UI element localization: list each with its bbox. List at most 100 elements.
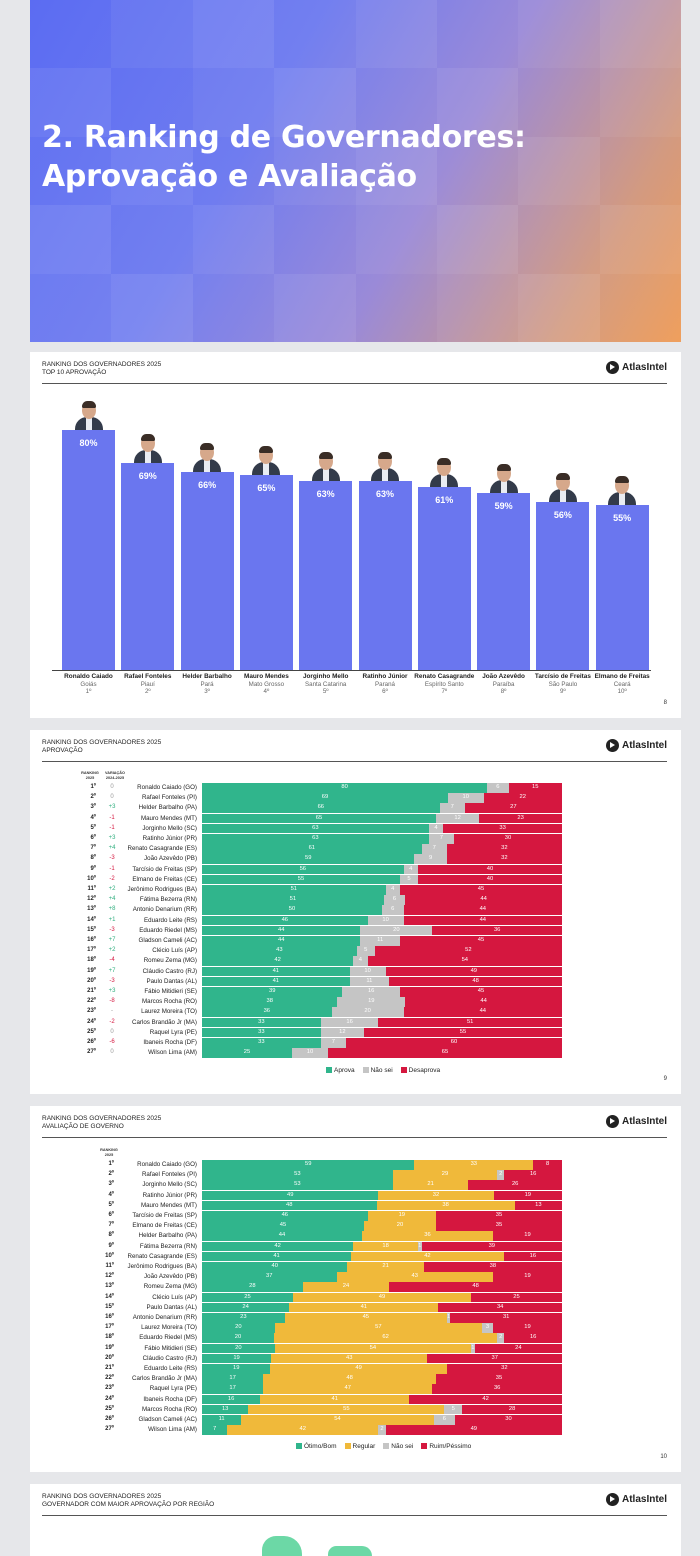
photo-shirt	[204, 459, 211, 472]
governor-state: Espírito Santo	[424, 680, 464, 688]
unknown-segment: 16	[342, 987, 400, 997]
table-row: 18º -4 Romeu Zema (MG) 42 4 54	[30, 956, 681, 966]
unknown-segment: 6	[487, 783, 509, 793]
regular-segment: 41	[289, 1302, 439, 1313]
rank-cell: 15º	[105, 1303, 114, 1310]
regular-segment: 49	[292, 1292, 472, 1303]
column-header-variation: VARIAÇÃO 2024-2025	[105, 771, 125, 780]
governor-name: Marcos Rocha (RO)	[141, 998, 197, 1006]
unknown-segment: 1	[418, 1241, 422, 1252]
table-row: 24º Ibaneis Rocha (DF) 16 41 42	[30, 1394, 681, 1405]
governor-state: Piauí	[140, 680, 155, 688]
variation-cell: -1	[109, 814, 115, 821]
regular-segment: 49	[270, 1364, 447, 1374]
variation-cell: -3	[109, 977, 115, 984]
bad-segment: 28	[462, 1404, 562, 1415]
table-row: 8º Helder Barbalho (PA) 44 36 19	[30, 1231, 681, 1241]
bad-segment: 13	[514, 1200, 562, 1211]
good-segment: 45	[202, 1221, 364, 1231]
unknown-segment: 2	[378, 1425, 386, 1435]
governor-photo	[133, 433, 163, 463]
governor-name: Rafael Fonteles (PI)	[141, 1171, 197, 1179]
variation-cell: +2	[108, 947, 116, 954]
good-segment: 19	[202, 1364, 271, 1374]
bad-segment: 24	[474, 1343, 562, 1354]
photo-hair	[200, 443, 215, 450]
legend-item-bad: Ruim/Péssimo	[421, 1443, 471, 1450]
governor-name: Ratinho Júnior	[362, 673, 408, 680]
hero-tile	[436, 205, 519, 274]
hero-tile	[436, 273, 519, 342]
chart-baseline	[52, 670, 651, 671]
hero-tile	[274, 205, 355, 273]
governor-name: Gladson Cameli (AC)	[138, 937, 197, 944]
rank-cell: 12º	[87, 896, 96, 903]
governor-name: Rafael Fonteles (PI)	[141, 794, 197, 802]
good-segment: 13	[202, 1404, 249, 1415]
bad-segment: 37	[427, 1353, 562, 1364]
governor-state: Pará	[200, 680, 214, 688]
table-row: 7º Elmano de Freitas (CE) 45 20 35	[30, 1221, 681, 1231]
top10-bar: 61%	[417, 487, 471, 670]
governor-name: Ronaldo Caiado	[64, 673, 113, 680]
hero-tile	[599, 68, 681, 137]
top10-bar: 63%	[358, 481, 412, 670]
rank-cell: 26º	[105, 1416, 114, 1422]
disapprove-segment: 44	[405, 895, 562, 905]
regular-segment: 47	[263, 1384, 433, 1394]
rank-cell: 22º	[87, 998, 96, 1005]
rank-cell: 9º	[90, 865, 96, 872]
table-row: 15º Paulo Dantas (AL) 24 41 34	[30, 1302, 681, 1313]
good-segment: 37	[202, 1272, 337, 1282]
bar-value-label: 61%	[435, 495, 454, 505]
approve-segment: 80	[202, 783, 488, 793]
unknown-segment: 3	[482, 1323, 493, 1333]
governor-name: Wilson Lima (AM)	[148, 1426, 197, 1434]
atlasintel-logo: AtlasIntel	[605, 361, 667, 374]
hero-tile	[192, 68, 275, 137]
bad-segment: 19	[492, 1272, 562, 1282]
rank-cell: 11º	[87, 886, 96, 892]
regular-segment: 21	[392, 1180, 469, 1190]
unknown-segment: 4	[385, 885, 400, 895]
governor-name: Jerônimo Rodrigues (BA)	[127, 886, 197, 893]
governor-name: Fábio Mitidieri (SE)	[144, 988, 197, 995]
table-row: 25º 0 Raquel Lyra (PE) 33 12 55	[30, 1027, 681, 1038]
regular-segment: 54	[274, 1343, 472, 1354]
governor-state: Ceará	[613, 680, 631, 688]
regular-segment: 48	[263, 1374, 436, 1384]
hero-tile	[356, 274, 437, 342]
atlas-logo-icon	[605, 1493, 619, 1506]
unknown-segment: 9	[414, 854, 447, 864]
governor-photo	[251, 445, 281, 475]
bad-segment: 35	[436, 1211, 562, 1221]
rank-cell: 4º	[108, 1191, 114, 1198]
table-row: 13º +8 Antonio Denarium (RR) 50 6 44	[30, 905, 681, 915]
disapprove-segment: 45	[400, 987, 562, 997]
approve-segment: 36	[202, 1007, 332, 1017]
disapprove-segment: 30	[454, 834, 562, 844]
regular-segment: 20	[364, 1221, 436, 1231]
rank-cell: 16º	[87, 937, 96, 943]
atlasintel-logo: AtlasIntel	[605, 1493, 667, 1506]
regular-segment: 62	[274, 1333, 498, 1343]
approve-segment: 42	[202, 956, 354, 966]
brand-name: AtlasIntel	[621, 362, 667, 373]
hero-tile	[274, 273, 356, 342]
approve-segment: 39	[202, 987, 343, 997]
hero-tile	[518, 68, 599, 136]
hero-tile	[518, 205, 599, 273]
hero-tile	[355, 205, 437, 274]
variation-cell: -6	[109, 1039, 115, 1045]
rank-cell: 1º	[108, 1161, 114, 1167]
governor-photo	[429, 457, 459, 487]
governor-name: Raquel Lyra (PE)	[149, 1385, 197, 1393]
table-row: 19º Fábio Mitidieri (SE) 20 54 1 24	[30, 1343, 681, 1354]
disapprove-segment: 45	[400, 936, 562, 946]
governor-name: João Azevêdo (PB)	[144, 855, 197, 863]
governor-state: Goiás	[80, 680, 97, 688]
rank-cell: 16º	[105, 1314, 114, 1320]
unknown-segment: 6	[433, 1415, 456, 1425]
rank-cell: 3º	[90, 804, 96, 811]
governor-name: Renato Casagrande	[414, 673, 475, 680]
